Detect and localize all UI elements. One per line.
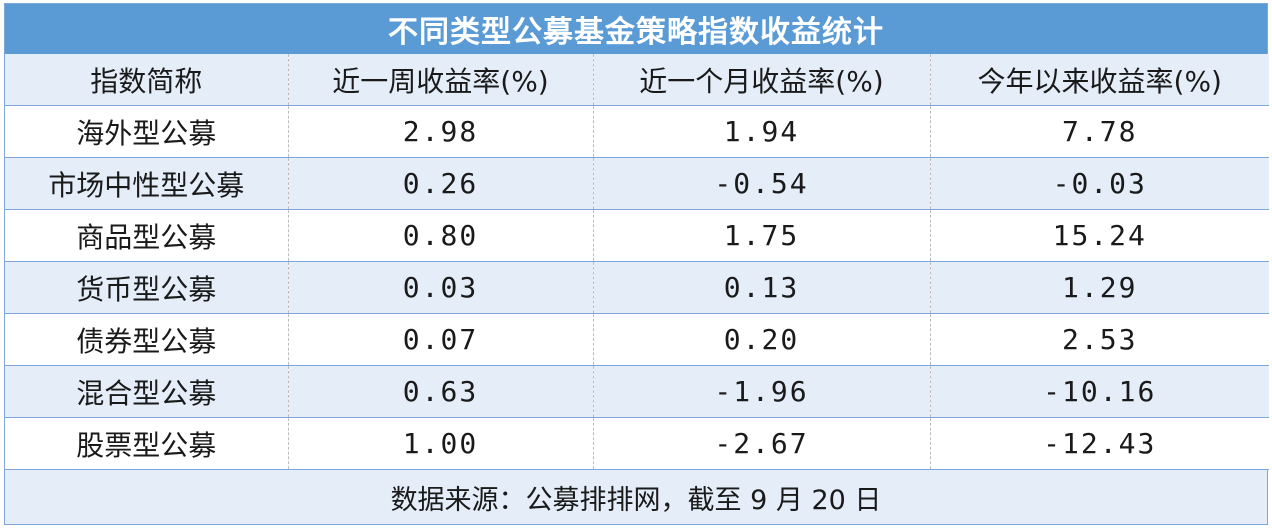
column-header-month: 近一个月收益率(%) (593, 54, 931, 106)
cell-ytd-return: 1.29 (930, 261, 1269, 314)
cell-week-return: 0.07 (288, 313, 594, 366)
cell-index-name: 债券型公募 (5, 313, 289, 366)
source-note: 数据来源：公募排排网，截至 9 月 20 日 (5, 470, 1267, 524)
table-title: 不同类型公募基金策略指数收益统计 (5, 4, 1267, 54)
header-row: 指数简称 近一周收益率(%) 近一个月收益率(%) 今年以来收益率(%) (5, 54, 1269, 106)
cell-week-return: 0.63 (288, 365, 594, 418)
cell-week-return: 0.26 (288, 157, 594, 210)
cell-month-return: -2.67 (593, 417, 931, 470)
cell-month-return: 1.94 (593, 105, 931, 158)
cell-ytd-return: 2.53 (930, 313, 1269, 366)
cell-ytd-return: -0.03 (930, 157, 1269, 210)
column-header-name: 指数简称 (5, 54, 289, 106)
cell-index-name: 货币型公募 (5, 261, 289, 314)
cell-index-name: 股票型公募 (5, 417, 289, 470)
cell-month-return: 1.75 (593, 209, 931, 262)
cell-week-return: 2.98 (288, 105, 594, 158)
column-header-week: 近一周收益率(%) (288, 54, 594, 106)
cell-ytd-return: -12.43 (930, 417, 1269, 470)
cell-index-name: 商品型公募 (5, 209, 289, 262)
returns-table: 指数简称 近一周收益率(%) 近一个月收益率(%) 今年以来收益率(%) 海外型… (5, 54, 1269, 470)
cell-index-name: 海外型公募 (5, 105, 289, 158)
table-frame: 不同类型公募基金策略指数收益统计 指数简称 近一周收益率(%) 近一个月收益率(… (4, 3, 1269, 525)
column-header-ytd: 今年以来收益率(%) (930, 54, 1269, 106)
cell-week-return: 0.03 (288, 261, 594, 314)
cell-ytd-return: 15.24 (930, 209, 1269, 262)
table-row: 市场中性型公募 0.26 -0.54 -0.03 (5, 157, 1269, 210)
cell-week-return: 0.80 (288, 209, 594, 262)
table-body: 海外型公募 2.98 1.94 7.78 市场中性型公募 0.26 -0.54 -0.03 商品… (5, 105, 1269, 470)
cell-month-return: -0.54 (593, 157, 931, 210)
cell-month-return: -1.96 (593, 365, 931, 418)
table-row: 股票型公募 1.00 -2.67 -12.43 (5, 417, 1269, 470)
cell-month-return: 0.20 (593, 313, 931, 366)
table-row: 货币型公募 0.03 0.13 1.29 (5, 261, 1269, 314)
cell-ytd-return: -10.16 (930, 365, 1269, 418)
cell-month-return: 0.13 (593, 261, 931, 314)
cell-index-name: 混合型公募 (5, 365, 289, 418)
table-row: 商品型公募 0.80 1.75 15.24 (5, 209, 1269, 262)
table-row: 海外型公募 2.98 1.94 7.78 (5, 105, 1269, 158)
cell-ytd-return: 7.78 (930, 105, 1269, 158)
table-row: 混合型公募 0.63 -1.96 -10.16 (5, 365, 1269, 418)
cell-index-name: 市场中性型公募 (5, 157, 289, 210)
cell-week-return: 1.00 (288, 417, 594, 470)
table-row: 债券型公募 0.07 0.20 2.53 (5, 313, 1269, 366)
